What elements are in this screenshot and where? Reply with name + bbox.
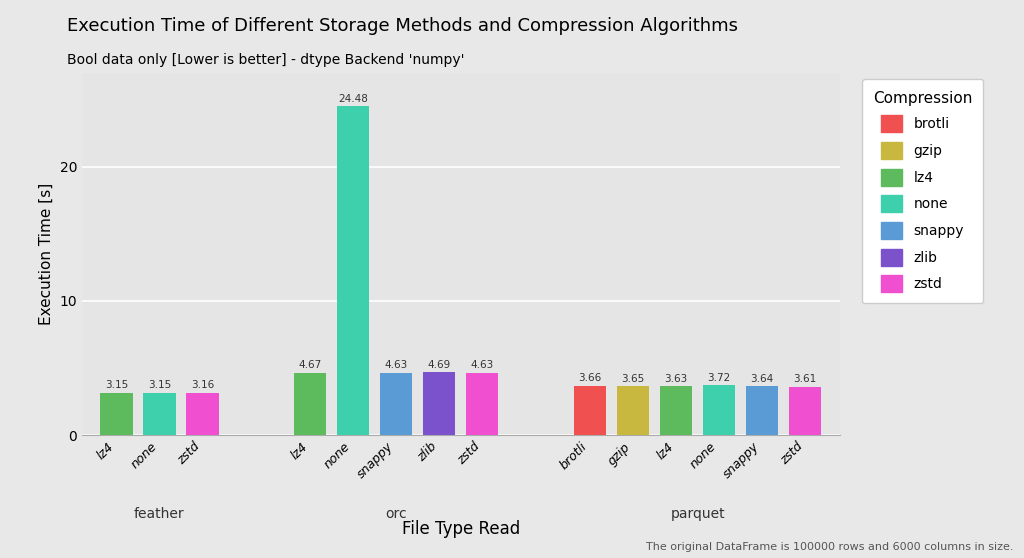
Text: 3.63: 3.63	[665, 374, 688, 384]
Y-axis label: Execution Time [s]: Execution Time [s]	[39, 183, 54, 325]
Bar	[573, 386, 606, 435]
Legend: brotli, gzip, lz4, none, snappy, zlib, zstd: brotli, gzip, lz4, none, snappy, zlib, z…	[862, 79, 983, 304]
X-axis label: File Type Read: File Type Read	[401, 520, 520, 538]
Text: 3.72: 3.72	[708, 373, 731, 383]
Text: 4.69: 4.69	[428, 359, 451, 369]
Text: Execution Time of Different Storage Methods and Compression Algorithms: Execution Time of Different Storage Meth…	[67, 17, 737, 35]
Text: 4.63: 4.63	[385, 360, 408, 371]
Bar	[659, 387, 692, 435]
Bar	[380, 373, 413, 435]
Text: 3.15: 3.15	[104, 380, 128, 390]
Text: 3.64: 3.64	[751, 374, 774, 384]
Bar	[423, 372, 456, 435]
Bar	[294, 373, 327, 435]
Bar	[703, 385, 735, 435]
Text: orc: orc	[385, 507, 407, 522]
Bar	[337, 107, 370, 435]
Bar	[790, 387, 821, 435]
Text: feather: feather	[134, 507, 184, 522]
Bar	[746, 386, 778, 435]
Text: 4.67: 4.67	[298, 360, 322, 370]
Text: 3.16: 3.16	[190, 380, 214, 390]
Bar	[466, 373, 499, 435]
Bar	[100, 393, 132, 435]
Text: parquet: parquet	[671, 507, 725, 522]
Text: 24.48: 24.48	[338, 94, 368, 104]
Text: 4.63: 4.63	[471, 360, 494, 371]
Text: 3.15: 3.15	[147, 380, 171, 390]
Text: 3.61: 3.61	[794, 374, 817, 384]
Text: 3.66: 3.66	[579, 373, 601, 383]
Bar	[143, 393, 175, 435]
Bar	[186, 393, 218, 435]
Text: 3.65: 3.65	[622, 373, 645, 383]
Text: Bool data only [Lower is better] - dtype Backend 'numpy': Bool data only [Lower is better] - dtype…	[67, 53, 464, 67]
Text: The original DataFrame is 100000 rows and 6000 columns in size.: The original DataFrame is 100000 rows an…	[646, 542, 1014, 552]
Bar	[616, 386, 649, 435]
